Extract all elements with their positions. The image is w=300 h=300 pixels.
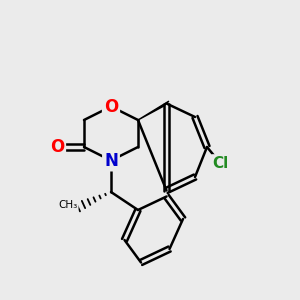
Text: O: O [104,98,118,116]
Text: N: N [104,152,118,169]
Text: CH₃: CH₃ [59,200,78,211]
Text: Cl: Cl [212,156,229,171]
Polygon shape [138,101,169,120]
Text: O: O [50,138,64,156]
